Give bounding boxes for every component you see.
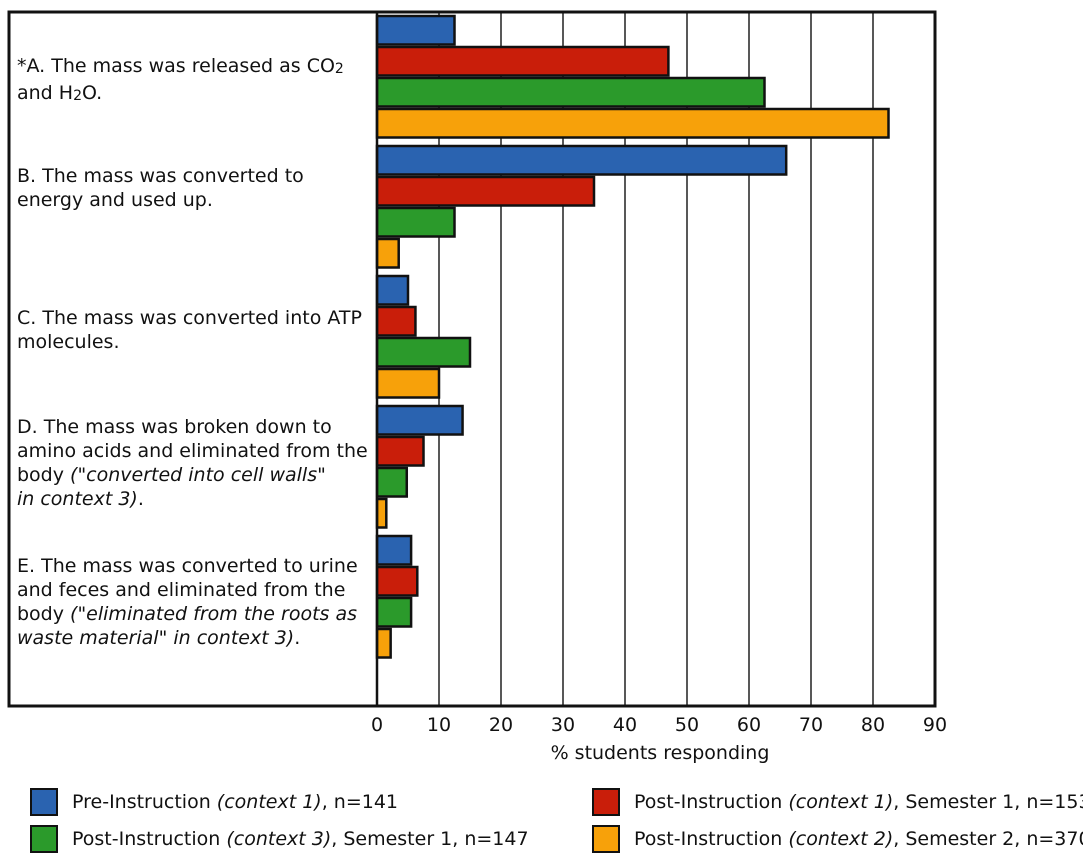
bar-B-s3 [375,206,456,238]
x-axis-label: % students responding [551,742,770,764]
bar-E-s4 [375,627,392,659]
x-tick-label: 50 [675,714,699,736]
x-tick-label: 40 [613,714,637,736]
category-label-C: C. The mass was converted into ATP molecu… [17,307,362,353]
x-tick-label: 20 [489,714,513,736]
x-tick-label: 10 [427,714,451,736]
bar-B-s4 [375,237,400,269]
bar-D-s3 [375,466,409,498]
bar-E-s2 [375,565,419,597]
bar-B-s2 [375,175,596,207]
category-label-D: D. The mass was broken down to amino acid… [17,416,368,510]
bar-D-s4 [375,497,388,529]
legend-swatch [30,825,58,853]
x-tick-label: 0 [371,714,383,736]
category-label-E: E. The mass was converted to urine and fe… [17,555,358,649]
plot-frame [7,10,937,708]
x-tick-label: 80 [861,714,885,736]
category-label-B: B. The mass was converted to energy and u… [17,165,304,211]
bar-A-s1 [375,14,456,46]
bar-D-s1 [375,404,464,436]
bar-C-s1 [375,274,410,306]
bar-E-s3 [375,596,413,628]
bar-B-s1 [375,144,788,176]
legend-label: Post-Instruction (context 1), Semester 1… [634,791,1083,813]
x-tick-label: 30 [551,714,575,736]
legend-swatch [592,788,620,816]
legend-label: Post-Instruction (context 3), Semester 1… [72,828,529,850]
bar-C-s3 [375,336,472,368]
x-tick-label: 70 [799,714,823,736]
x-tick-label: 60 [737,714,761,736]
legend-label: Post-Instruction (context 2), Semester 2… [634,828,1083,850]
category-label-A: *A. The mass was released as CO2 and H2O. [17,55,344,104]
bar-E-s1 [375,534,413,566]
x-tick-label: 90 [923,714,947,736]
bar-C-s4 [375,367,441,399]
bar-D-s2 [375,435,425,467]
bar-A-s2 [375,45,670,77]
bar-C-s2 [375,305,417,337]
legend-swatch [30,788,58,816]
bar-A-s4 [375,107,890,139]
bar-A-s3 [375,76,766,108]
legend-label: Pre-Instruction (context 1), n=141 [72,791,399,813]
legend-swatch [592,825,620,853]
